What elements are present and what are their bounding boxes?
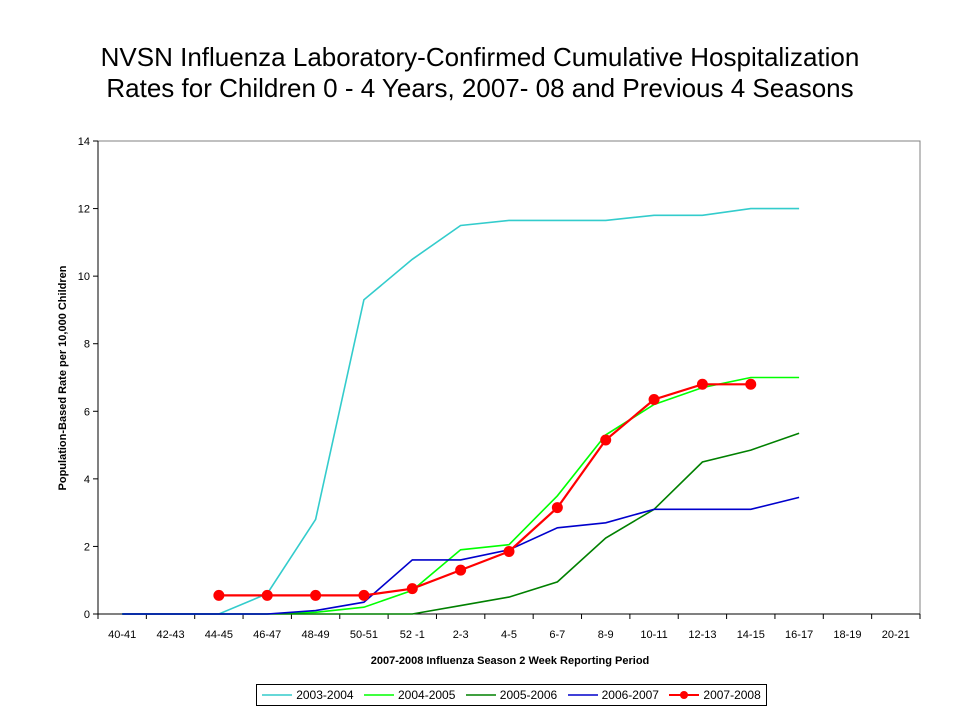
x-tick-label: 16-17	[785, 629, 813, 641]
legend-swatch	[364, 694, 394, 696]
series-2003-2004	[122, 207, 800, 615]
legend-label: 2007-2008	[703, 688, 761, 702]
legend-swatch	[669, 691, 700, 699]
y-tick-label: 8	[84, 339, 90, 351]
series-line-2006-2007	[122, 496, 800, 615]
legend-item-2006-2007: 2006-2007	[567, 688, 659, 702]
chart-title-line-1: NVSN Influenza Laboratory-Confirmed Cumu…	[100, 42, 860, 72]
x-tick-label: 42-43	[156, 629, 184, 641]
data-point-2007-2008	[310, 589, 322, 601]
data-point-2007-2008	[551, 502, 563, 514]
x-axis-title: 2007-2008 Influenza Season 2 Week Report…	[371, 655, 650, 667]
legend-label: 2003-2004	[296, 688, 354, 702]
x-tick-label: 10-11	[640, 629, 667, 641]
series-2007-2008	[213, 378, 757, 601]
y-tick-label: 0	[84, 609, 90, 621]
data-point-2007-2008	[503, 545, 515, 557]
legend-item-2004-2005: 2004-2005	[364, 688, 455, 702]
legend-item-2005-2006: 2005-2006	[465, 688, 558, 702]
legend-label: 2004-2005	[398, 688, 456, 702]
x-tick-label: 4-5	[501, 629, 517, 641]
legend-item-2007-2008: 2007-2008	[669, 688, 761, 702]
y-tick-label: 2	[84, 541, 90, 553]
y-tick-label: 12	[78, 204, 90, 216]
data-point-2007-2008	[406, 583, 418, 595]
series-line-2007-2008	[218, 383, 751, 597]
legend-label: 2006-2007	[601, 688, 659, 702]
x-tick-label: 12-13	[688, 629, 716, 641]
x-tick-label: 40-41	[108, 629, 136, 641]
data-point-2007-2008	[213, 589, 225, 601]
x-tick-label: 18-19	[833, 629, 861, 641]
data-point-2007-2008	[358, 589, 370, 601]
legend-swatch	[567, 694, 598, 696]
y-tick-label: 6	[84, 406, 90, 418]
x-tick-label: 20-21	[882, 629, 910, 641]
x-tick-label: 14-15	[737, 629, 765, 641]
y-axis-title: Population-Based Rate per 10,000 Childre…	[57, 265, 69, 490]
x-tick-label: 44-45	[205, 629, 233, 641]
x-tick-label: 8-9	[598, 629, 614, 641]
series-line-2003-2004	[122, 207, 800, 615]
legend-label: 2005-2006	[499, 688, 558, 702]
y-tick-label: 10	[78, 271, 90, 283]
series-2006-2007	[122, 496, 800, 615]
y-tick-label: 14	[78, 136, 90, 148]
data-point-2007-2008	[455, 564, 467, 576]
data-point-2007-2008	[745, 378, 757, 390]
legend-swatch	[465, 694, 496, 696]
data-point-2007-2008	[600, 434, 612, 446]
data-point-2007-2008	[696, 378, 708, 390]
x-tick-label: 48-49	[302, 629, 330, 641]
data-point-2007-2008	[648, 393, 660, 405]
x-tick-label: 2-3	[453, 629, 469, 641]
x-tick-label: 50-51	[350, 629, 378, 641]
x-tick-label: 6-7	[549, 629, 565, 641]
chart-title: NVSN Influenza Laboratory-Confirmed Cumu…	[0, 42, 960, 104]
chart-title-line-2: Rates for Children 0 - 4 Years, 2007- 08…	[106, 73, 854, 103]
legend-swatch	[262, 694, 293, 696]
y-tick-label: 4	[84, 474, 90, 486]
x-tick-label: 52 -1	[400, 629, 425, 641]
x-tick-label: 46-47	[253, 629, 281, 641]
chart-legend: 2003-2004 2004-2005 2005-2006 2006-2007 2007…	[256, 684, 767, 706]
data-point-2007-2008	[261, 589, 273, 601]
legend-item-2003-2004: 2003-2004	[262, 688, 354, 702]
